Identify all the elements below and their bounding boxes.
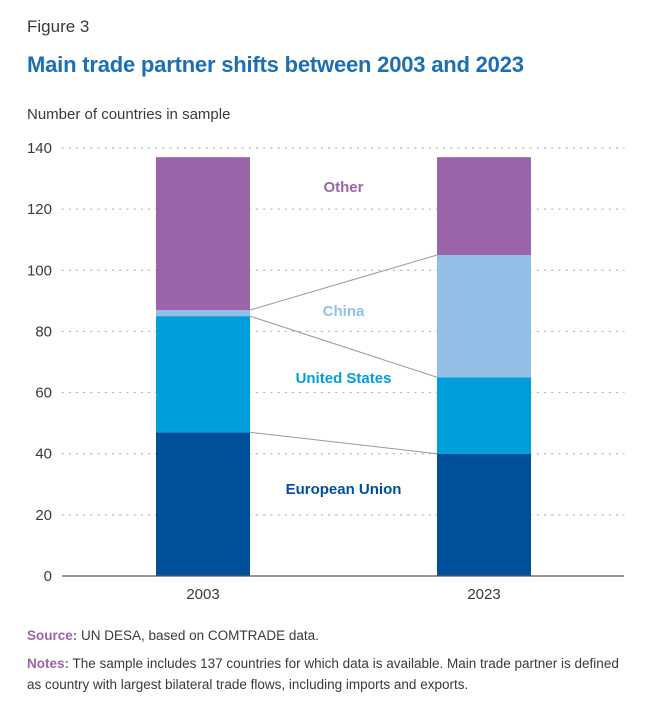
source-label: Source:	[27, 628, 78, 643]
stacked-bar-chart: 0 20 40 60 80 100 120 140 2003 2023 European Union…	[27, 140, 625, 603]
y-tick-label-0: 0	[44, 568, 52, 585]
y-tick-label-140: 140	[27, 140, 52, 157]
y-tick-label-80: 80	[35, 323, 52, 340]
y-tick-label-100: 100	[27, 262, 52, 279]
x-tick-label-2003: 2003	[186, 586, 219, 603]
connector-line-0	[249, 431, 438, 455]
bar-segment-china-2023	[437, 255, 531, 378]
figure-label: Figure 3	[27, 17, 90, 36]
source-text: UN DESA, based on COMTRADE data.	[81, 628, 319, 643]
series-label-united-states: United States	[296, 370, 392, 387]
y-axis-label: Number of countries in sample	[27, 106, 231, 123]
series-label-china: China	[323, 303, 365, 320]
y-tick-label-40: 40	[35, 446, 52, 463]
bar-segment-china-2003	[156, 310, 250, 317]
notes-body: The sample includes 137 countries for wh…	[27, 656, 619, 692]
notes-label: Notes:	[27, 656, 70, 671]
bar-segment-other-2003	[156, 157, 250, 311]
bar-segment-united-states-2023	[437, 377, 531, 454]
x-tick-label-2023: 2023	[467, 586, 500, 603]
chart-title: Main trade partner shifts between 2003 a…	[27, 52, 524, 77]
connector-line-2	[249, 254, 438, 311]
bar-segment-united-states-2003	[156, 316, 250, 433]
y-tick-label-20: 20	[35, 507, 52, 524]
y-tick-label-60: 60	[35, 385, 52, 402]
bar-segment-european-union-2003	[156, 432, 250, 576]
bar-segment-european-union-2023	[437, 453, 531, 576]
y-tick-label-120: 120	[27, 201, 52, 218]
connector-line-1	[249, 315, 438, 378]
notes-text: Notes: The sample includes 137 countries…	[27, 653, 632, 695]
series-label-other: Other	[323, 179, 363, 196]
source-note: Source: UN DESA, based on COMTRADE data.	[27, 625, 632, 646]
bar-segment-other-2023	[437, 157, 531, 255]
series-label-european-union: European Union	[286, 481, 402, 498]
